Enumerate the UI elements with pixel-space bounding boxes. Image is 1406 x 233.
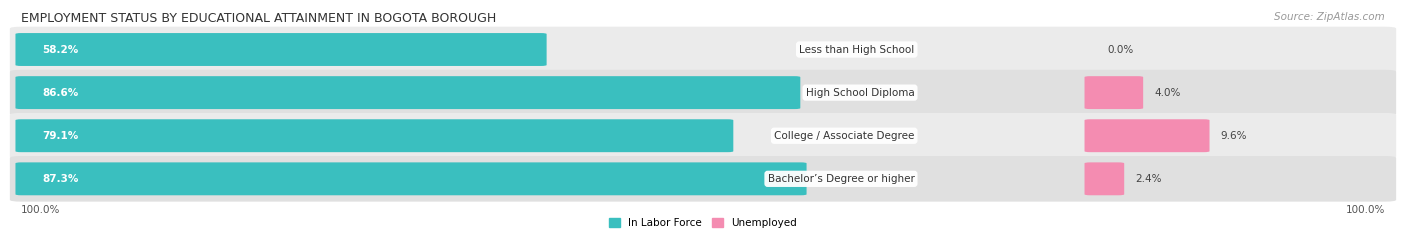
FancyBboxPatch shape <box>1084 119 1209 152</box>
Text: 100.0%: 100.0% <box>1346 205 1385 215</box>
Text: 58.2%: 58.2% <box>42 45 79 55</box>
Text: 86.6%: 86.6% <box>42 88 79 98</box>
FancyBboxPatch shape <box>10 70 1396 115</box>
FancyBboxPatch shape <box>10 156 1396 202</box>
FancyBboxPatch shape <box>1084 162 1125 195</box>
Text: 4.0%: 4.0% <box>1154 88 1181 98</box>
Text: 9.6%: 9.6% <box>1220 131 1247 141</box>
Text: 0.0%: 0.0% <box>1107 45 1133 55</box>
Text: 87.3%: 87.3% <box>42 174 79 184</box>
FancyBboxPatch shape <box>10 113 1396 158</box>
Text: College / Associate Degree: College / Associate Degree <box>775 131 914 141</box>
FancyBboxPatch shape <box>10 27 1396 72</box>
FancyBboxPatch shape <box>15 76 800 109</box>
Text: EMPLOYMENT STATUS BY EDUCATIONAL ATTAINMENT IN BOGOTA BOROUGH: EMPLOYMENT STATUS BY EDUCATIONAL ATTAINM… <box>21 12 496 25</box>
FancyBboxPatch shape <box>15 119 734 152</box>
Text: 79.1%: 79.1% <box>42 131 79 141</box>
FancyBboxPatch shape <box>1084 76 1143 109</box>
Text: Less than High School: Less than High School <box>799 45 914 55</box>
Text: 100.0%: 100.0% <box>21 205 60 215</box>
Text: High School Diploma: High School Diploma <box>806 88 914 98</box>
FancyBboxPatch shape <box>15 162 807 195</box>
FancyBboxPatch shape <box>15 33 547 66</box>
Legend: In Labor Force, Unemployed: In Labor Force, Unemployed <box>609 218 797 228</box>
Text: Bachelor’s Degree or higher: Bachelor’s Degree or higher <box>768 174 914 184</box>
Text: 2.4%: 2.4% <box>1136 174 1161 184</box>
Text: Source: ZipAtlas.com: Source: ZipAtlas.com <box>1274 12 1385 22</box>
